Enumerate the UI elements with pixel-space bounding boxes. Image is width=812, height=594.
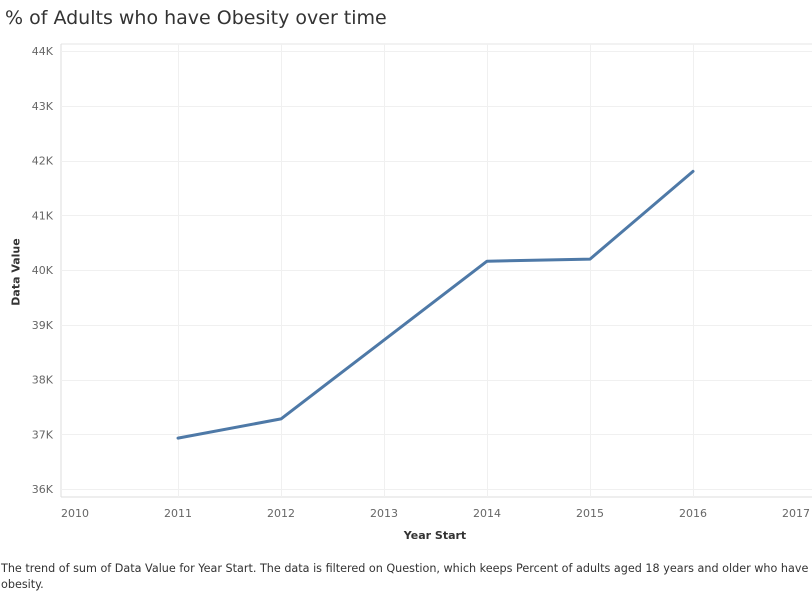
y-tick-label: 42K [32,155,54,168]
y-axis-title: Data Value [9,238,23,306]
x-tick-label: 2012 [267,507,295,520]
x-tick-label: 2011 [164,507,192,520]
y-tick-label: 40K [32,264,54,277]
x-tick-label: 2016 [679,507,707,520]
grid-lines [60,43,812,498]
axis-ticks: 2010 2011 2012 2013 2014 2015 2016 2017 36K 37K 38… [32,45,810,520]
x-axis-title: Year Start [403,529,467,542]
y-tick-label: 39K [32,319,54,332]
chart-title: % of Adults who have Obesity over time [5,7,387,29]
y-tick-label: 38K [32,374,54,387]
chart-caption: The trend of sum of Data Value for Year … [1,562,809,591]
series-line [176,169,695,440]
y-tick-label: 41K [32,209,54,222]
x-tick-label: 2015 [576,507,604,520]
series-lines [176,169,695,440]
y-tick-label: 36K [32,483,54,496]
y-tick-label: 44K [32,45,54,58]
x-tick-label: 2017 [782,507,810,520]
y-tick-label: 37K [32,428,54,441]
y-tick-label: 43K [32,100,54,113]
x-tick-label: 2014 [473,507,501,520]
x-tick-label: 2010 [61,507,89,520]
x-tick-label: 2013 [370,507,398,520]
